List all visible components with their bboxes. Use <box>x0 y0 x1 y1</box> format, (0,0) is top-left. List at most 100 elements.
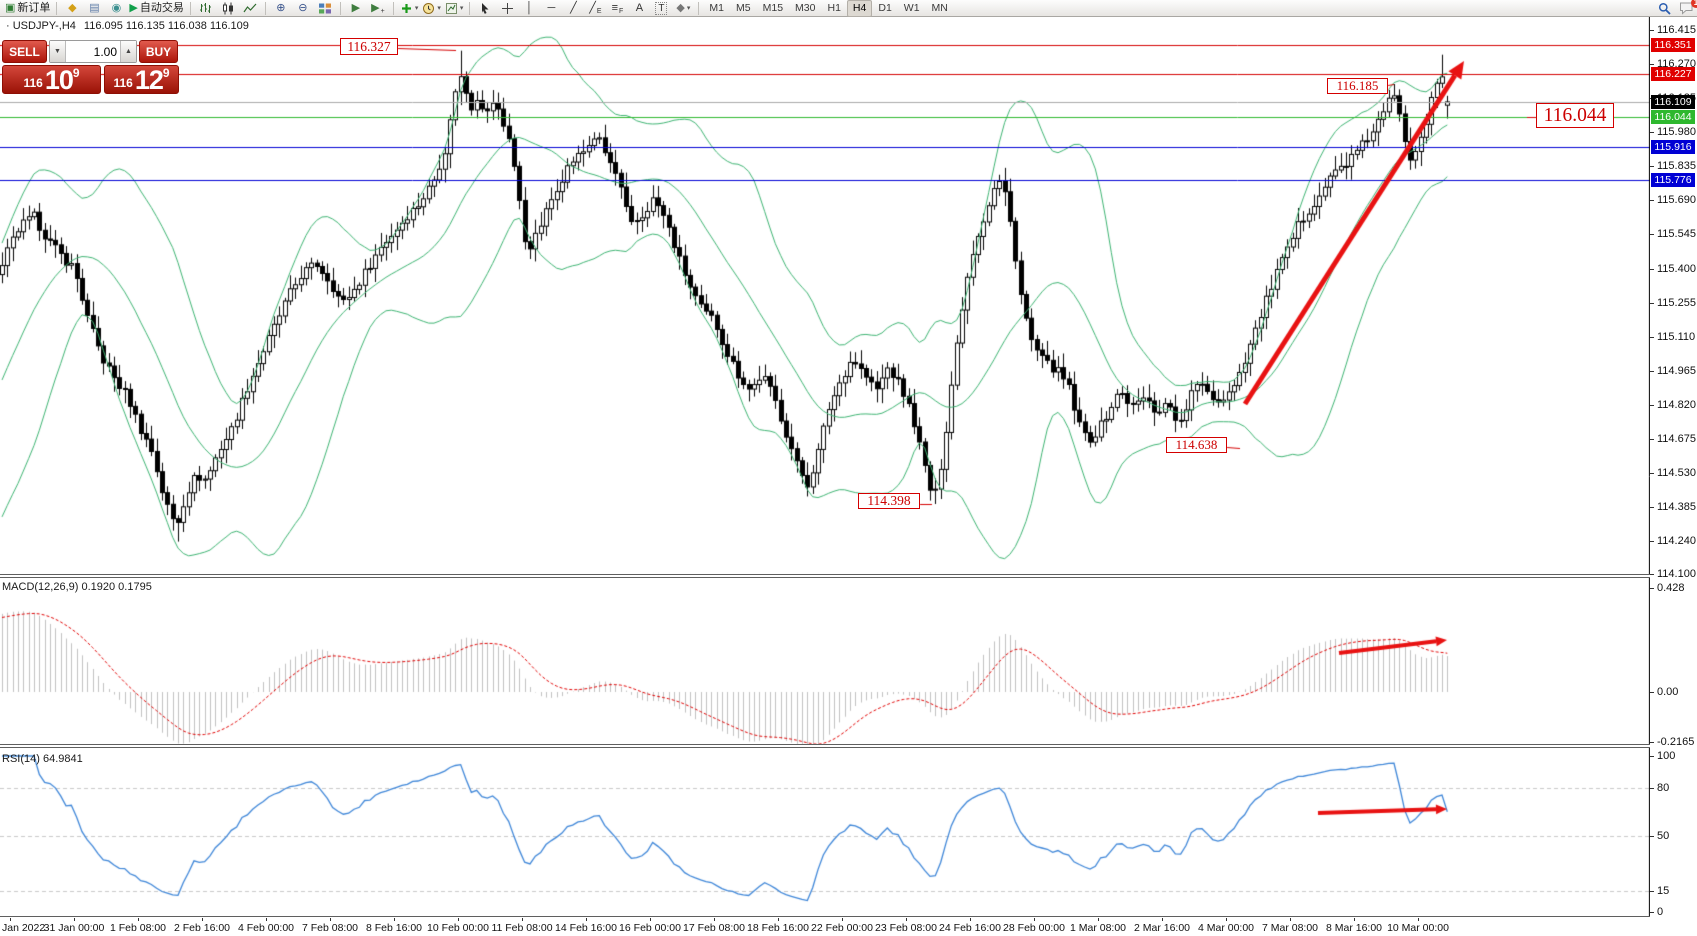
rsi-scale-label: 15 <box>1657 885 1670 898</box>
price-tick-label: 114.965 <box>1657 364 1696 377</box>
chat-icon[interactable]: 1 <box>1675 0 1697 16</box>
horizontal-line-icon[interactable]: ─ <box>540 1 562 16</box>
shapes-icon-glyph: ◆ <box>676 1 685 14</box>
timeframe-button-m30[interactable]: M30 <box>795 1 816 14</box>
price-axis[interactable]: 116.415116.270116.125115.980115.835115.6… <box>1650 17 1697 936</box>
toolbar-separator <box>56 1 58 15</box>
axis-tick-dash <box>1650 234 1654 235</box>
shapes-icon[interactable]: ◆ ▾ <box>672 1 694 16</box>
signals-icon[interactable]: ◉ <box>105 1 127 16</box>
trendline-icon[interactable]: ╱ <box>562 1 584 16</box>
template-icon-dropdown[interactable]: ▾ <box>459 4 464 12</box>
new-order-button[interactable]: ▣ 新订单 <box>3 1 52 16</box>
buy-price-display[interactable]: 116 12 9 <box>104 65 179 94</box>
timeframe-button-h1[interactable]: H1 <box>827 1 841 14</box>
time-tick <box>10 918 11 921</box>
toolbar-separator <box>469 1 471 15</box>
candlestick-chart-icon[interactable] <box>217 1 239 16</box>
macd-rsi-separator[interactable] <box>0 744 1650 748</box>
price-chart-canvas[interactable] <box>0 17 1650 936</box>
period-icon[interactable]: ▾ <box>420 1 443 16</box>
ohlc-values: 116.095 116.135 116.038 116.109 <box>83 20 249 32</box>
channel-icon-glyph: ╱ <box>589 1 596 14</box>
volume-decrease-button[interactable]: ▼ <box>50 41 66 62</box>
price-tick-label: 114.820 <box>1657 398 1696 411</box>
main-macd-separator[interactable] <box>0 574 1650 578</box>
price-tick-label: 116.270 <box>1657 58 1696 71</box>
zoom-in-icon[interactable]: ⊕ <box>270 1 292 16</box>
sell-button[interactable]: SELL <box>2 40 47 63</box>
autotrade-button-glyph: ▶ <box>129 1 138 14</box>
add-indicator-icon[interactable]: ▾ <box>398 1 421 16</box>
timeframe-button-d1[interactable]: D1 <box>878 1 892 14</box>
timeframe-button-h4[interactable]: H4 <box>846 0 873 17</box>
sell-price-display[interactable]: 116 10 9 <box>2 65 101 94</box>
auto-scroll-icon[interactable]: ▶ <box>345 1 367 16</box>
timeframe-button-mn[interactable]: MN <box>931 1 948 14</box>
rsi-scale-label: 50 <box>1657 829 1670 842</box>
crosshair-icon[interactable] <box>496 1 518 16</box>
price-annotation-label[interactable]: 116.044 <box>1536 103 1614 128</box>
autotrade-button[interactable]: ▶ 自动交易 <box>127 1 185 16</box>
bar-chart-icon[interactable] <box>195 1 217 16</box>
level-price-badge: 116.351 <box>1651 38 1695 53</box>
axis-tick-dash <box>1650 541 1654 542</box>
price-annotation-label[interactable]: 116.327 <box>340 38 398 55</box>
market-watch-icon[interactable]: ◆ <box>61 1 83 16</box>
time-axis-label: 28 Feb 00:00 <box>1003 922 1065 934</box>
buy-price-prefix: 116 <box>113 76 133 90</box>
text-icon[interactable]: A <box>628 1 650 16</box>
volume-input[interactable] <box>66 41 120 62</box>
axis-tick-dash <box>1650 132 1654 133</box>
timeframe-button-m5[interactable]: M5 <box>736 1 751 14</box>
text-label-icon[interactable]: T <box>650 1 672 16</box>
auto-scroll-icon-glyph: ▶ <box>351 1 361 14</box>
bid-line-price-badge: 116.109 <box>1651 94 1695 109</box>
timeframe-button-w1[interactable]: W1 <box>903 1 920 14</box>
toolbar-separator <box>264 1 266 15</box>
chart-shift-icon[interactable]: ▶ + <box>367 1 389 16</box>
period-icon-dropdown[interactable]: ▾ <box>437 4 441 12</box>
price-tick-label: 115.255 <box>1657 296 1696 309</box>
price-tick-label: 114.385 <box>1657 501 1696 514</box>
axis-tick-dash <box>1650 756 1654 757</box>
cursor-icon[interactable] <box>474 1 496 16</box>
tile-windows-icon[interactable] <box>314 1 336 16</box>
volume-increase-button[interactable]: ▲ <box>120 41 136 62</box>
text-icon-glyph: A <box>635 1 644 14</box>
line-chart-icon[interactable] <box>239 1 261 16</box>
charts-window-icon[interactable]: ▤ <box>83 1 105 16</box>
vertical-line-icon[interactable]: │ <box>518 1 540 16</box>
time-axis-label: 14 Feb 16:00 <box>555 922 617 934</box>
search-icon[interactable] <box>1653 1 1675 16</box>
axis-tick-dash <box>1650 166 1654 167</box>
fibonacci-icon[interactable]: ≡ F <box>606 1 628 16</box>
timeframe-button-m1[interactable]: M1 <box>709 1 725 14</box>
time-axis-label: 7 Feb 08:00 <box>301 922 359 934</box>
toolbar-separator <box>392 1 394 15</box>
channel-icon[interactable]: ╱ E <box>584 1 606 16</box>
time-axis-label: 16 Feb 00:00 <box>619 922 681 934</box>
add-indicator-icon-dropdown[interactable]: ▾ <box>414 4 419 12</box>
timeframe-button-m15[interactable]: M15 <box>762 1 784 14</box>
vertical-line-icon-glyph: │ <box>525 1 533 14</box>
time-tick <box>522 918 523 921</box>
axis-tick-dash <box>1650 588 1654 589</box>
price-annotation-label[interactable]: 116.185 <box>1327 78 1388 94</box>
horizontal-line-icon-glyph: ─ <box>547 1 556 14</box>
sell-price-sup: 9 <box>72 66 80 80</box>
time-axis[interactable]: Jan 2022 31 Jan 00:00 1 Feb 08:00 2 Feb 16:… <box>0 918 1650 936</box>
price-tick-label: 115.835 <box>1657 160 1696 173</box>
template-icon[interactable]: ▾ <box>443 1 466 16</box>
buy-button[interactable]: BUY <box>139 40 178 63</box>
zoom-out-icon[interactable]: ⊖ <box>292 1 314 16</box>
price-annotation-label[interactable]: 114.638 <box>1166 437 1227 453</box>
price-annotation-label[interactable]: 114.398 <box>858 493 920 509</box>
chart-bullet: · <box>6 20 10 32</box>
macd-label: MACD(12,26,9) 0.1920 0.1795 <box>2 581 152 593</box>
shapes-icon-dropdown[interactable]: ▾ <box>686 4 691 12</box>
level-price-badge: 115.776 <box>1651 173 1695 188</box>
chat-unread-badge: 1 <box>1691 0 1697 8</box>
axis-tick-dash <box>1650 507 1654 508</box>
time-tick <box>1098 918 1099 921</box>
